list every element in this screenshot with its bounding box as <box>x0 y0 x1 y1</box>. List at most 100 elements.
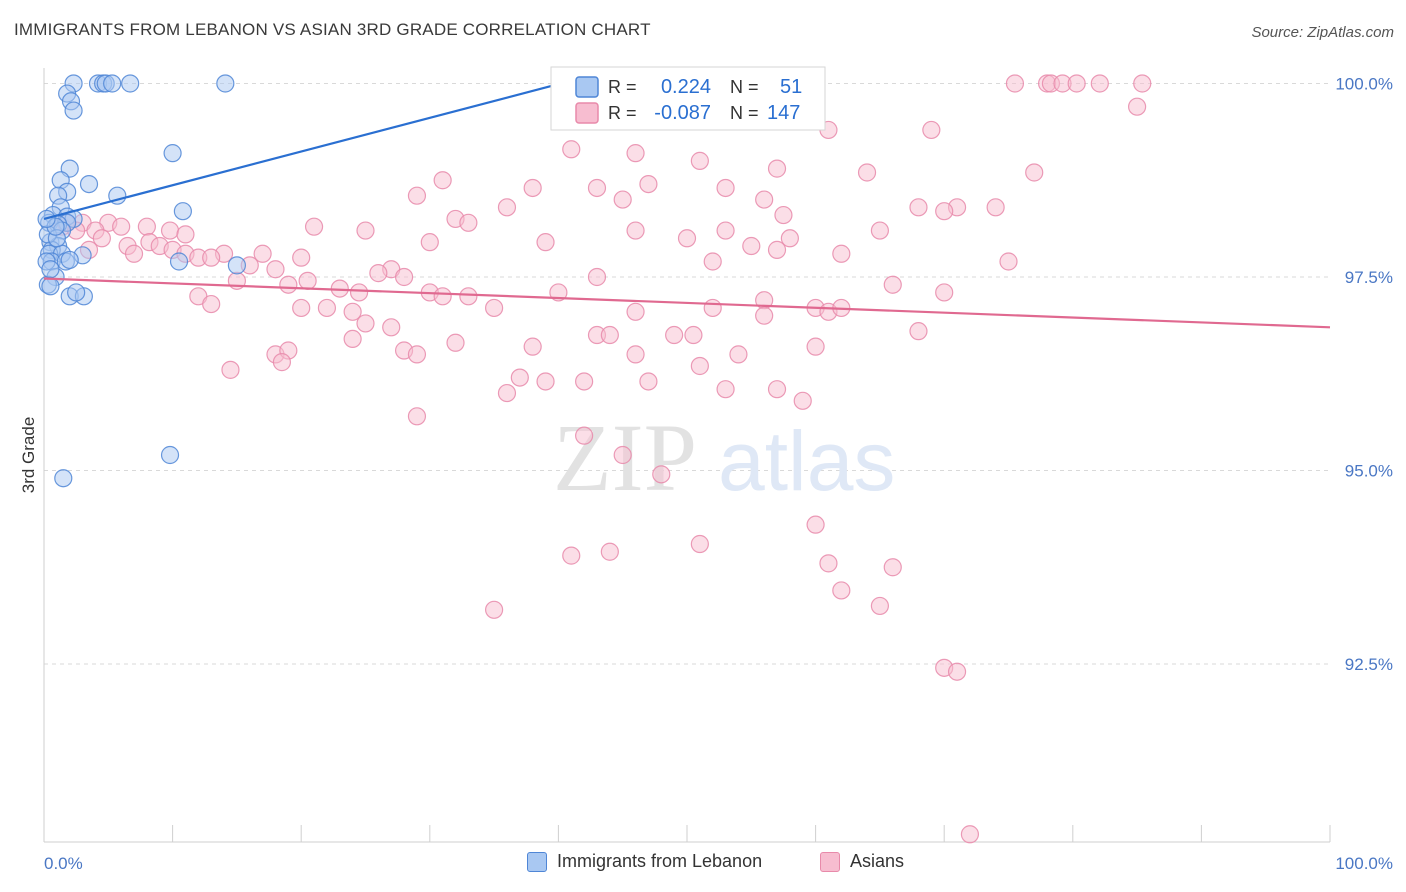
asian-point <box>343 329 362 348</box>
asian-point <box>253 244 272 263</box>
asian-point <box>999 252 1018 271</box>
asian-point <box>832 581 851 600</box>
asian-point <box>806 337 825 356</box>
watermark: ZIP atlas <box>553 404 895 511</box>
asian-point <box>304 217 324 236</box>
asian-point <box>935 202 954 221</box>
asian-point <box>1127 97 1147 116</box>
asian-point <box>562 546 581 565</box>
asian-point <box>774 205 793 225</box>
y-tick-label: 92.5% <box>1345 655 1393 674</box>
legend-n-label-2: N = <box>730 103 759 123</box>
bottom-legend-label-asians: Asians <box>850 851 905 871</box>
asian-point <box>767 240 787 259</box>
lebanon-point <box>216 74 235 93</box>
y-tick-label: 95.0% <box>1345 461 1393 480</box>
asian-point <box>575 426 594 445</box>
asian-point <box>639 372 658 391</box>
asian-point <box>485 298 504 318</box>
chart-source: Source: ZipAtlas.com <box>1251 24 1394 41</box>
legend-r-value-1: 0.224 <box>661 76 711 98</box>
x-axis-tick-labels: 0.0% 100.0% <box>44 854 1393 873</box>
asian-point <box>819 554 838 573</box>
y-axis-label: 3rd Grade <box>19 417 38 494</box>
asian-point <box>407 407 427 426</box>
asian-trend-line <box>43 277 1331 329</box>
asian-point <box>613 190 632 209</box>
asian-point <box>600 542 619 561</box>
legend-swatch-asians <box>575 102 599 124</box>
asian-point <box>716 178 735 198</box>
asian-point <box>1133 74 1152 93</box>
asian-point <box>684 325 703 345</box>
lebanon-point <box>79 175 99 194</box>
asian-point <box>716 221 735 240</box>
asian-point <box>349 283 369 302</box>
asian-points <box>52 74 1152 844</box>
asian-point <box>690 151 709 170</box>
asian-point <box>272 353 292 372</box>
asian-point <box>459 213 478 232</box>
x-axis-ticks <box>172 825 1331 842</box>
asian-point <box>112 217 131 236</box>
asian-point <box>755 190 774 209</box>
asian-point <box>92 229 111 248</box>
asian-point <box>562 140 581 159</box>
asian-point <box>382 318 401 337</box>
bottom-legend: Immigrants from Lebanon Asians <box>0 851 1406 879</box>
asian-point <box>266 260 285 279</box>
asian-point <box>124 244 144 263</box>
y-tick-label: 100.0% <box>1335 74 1393 93</box>
asian-point <box>407 186 427 205</box>
asian-point <box>292 298 311 318</box>
lebanon-point <box>173 202 192 221</box>
lebanon-point <box>67 283 86 302</box>
asian-point <box>806 515 825 534</box>
asian-point <box>420 233 439 252</box>
lebanon-trend-line <box>43 82 562 220</box>
asian-point <box>202 294 221 314</box>
asian-point <box>626 302 645 321</box>
asian-point <box>394 267 414 287</box>
asian-point <box>857 163 877 182</box>
asian-point <box>587 178 607 198</box>
asian-point <box>176 225 195 244</box>
asian-point <box>446 333 465 352</box>
lebanon-point <box>64 101 83 120</box>
asian-point <box>407 345 427 364</box>
lebanon-point <box>103 74 122 93</box>
legend-n-value-2: 147 <box>767 102 800 124</box>
asian-point <box>549 283 568 302</box>
lebanon-point <box>169 252 189 271</box>
asian-point <box>665 325 684 345</box>
y-axis-tick-labels: 92.5% 95.0% 97.5% 100.0% <box>1335 74 1393 674</box>
legend-swatch-lebanon <box>575 76 599 98</box>
asian-point <box>510 368 529 387</box>
asian-point <box>298 271 317 290</box>
asian-point <box>960 825 980 844</box>
asian-point <box>793 391 812 410</box>
y-tick-label: 97.5% <box>1345 268 1393 287</box>
asian-point <box>292 248 311 267</box>
bottom-legend-lebanon: Immigrants from Lebanon <box>527 851 762 872</box>
asian-point <box>883 558 902 577</box>
legend-n-label-1: N = <box>730 77 759 97</box>
asian-point <box>986 198 1005 217</box>
asian-point <box>459 287 478 306</box>
asian-point <box>716 380 735 399</box>
asian-point <box>160 221 180 240</box>
asian-point <box>317 298 337 318</box>
asian-point <box>497 198 517 217</box>
asian-point <box>279 275 298 294</box>
asian-point <box>883 275 902 294</box>
asian-point <box>742 236 761 256</box>
asian-point <box>613 445 632 465</box>
asian-point <box>870 221 890 240</box>
asian-point <box>497 383 517 403</box>
asian-point <box>690 356 709 376</box>
asian-point <box>202 248 221 267</box>
chart-title: IMMIGRANTS FROM LEBANON VS ASIAN 3RD GRA… <box>14 20 651 39</box>
legend-box: R = 0.224 N = 51 R = -0.087 N = 147 <box>550 66 826 131</box>
asian-point <box>433 171 452 190</box>
